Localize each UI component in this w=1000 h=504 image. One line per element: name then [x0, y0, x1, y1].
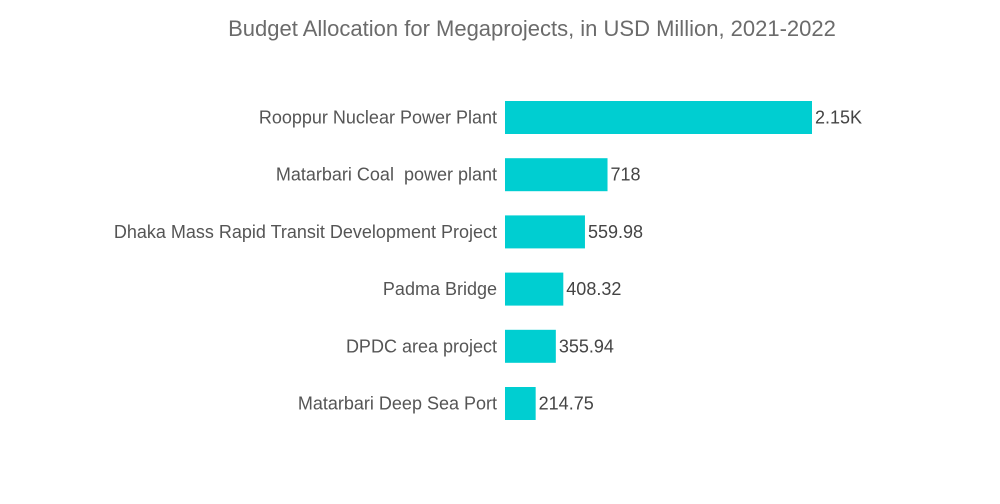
bar [505, 329, 556, 363]
category-label: Rooppur Nuclear Power Plant [259, 108, 497, 128]
bar [505, 215, 585, 249]
bar [505, 158, 608, 192]
category-label: Padma Bridge [383, 279, 497, 299]
data-label: 214.75 [539, 394, 594, 414]
data-label: 408.32 [566, 279, 621, 299]
bar [505, 387, 536, 420]
data-label: 718 [611, 165, 641, 185]
category-label: DPDC area project [346, 336, 497, 356]
category-label: Matarbari Coal power plant [276, 165, 497, 185]
category-label: Matarbari Deep Sea Port [298, 394, 497, 414]
data-label: 559.98 [588, 222, 643, 242]
chart-title: Budget Allocation for Megaprojects, in U… [228, 16, 836, 41]
data-label: 355.94 [559, 336, 614, 356]
bar [505, 101, 812, 134]
data-label: 2.15K [815, 108, 862, 128]
bar [505, 272, 564, 306]
category-label: Dhaka Mass Rapid Transit Development Pro… [114, 222, 497, 242]
